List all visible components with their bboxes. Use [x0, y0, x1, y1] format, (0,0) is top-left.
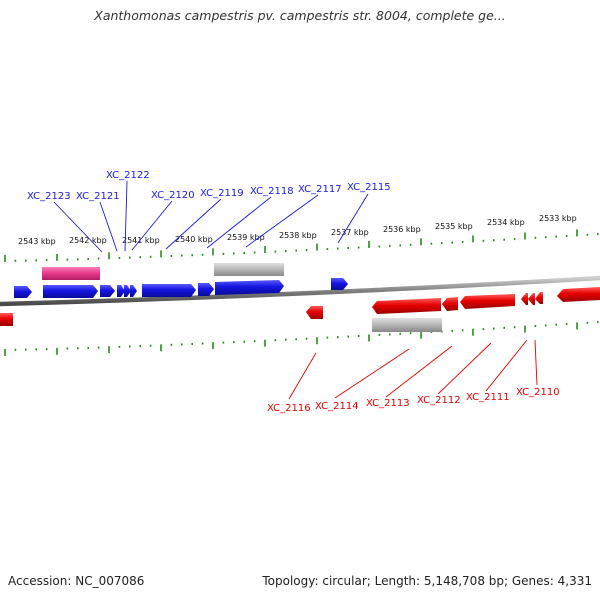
leader-line — [385, 345, 453, 398]
reverse-genes — [0, 287, 600, 326]
leader-line — [334, 348, 410, 399]
leader-line — [131, 200, 173, 251]
forward-gene[interactable] — [130, 285, 137, 297]
forward-genes — [14, 278, 348, 298]
gene-label-xc-2116[interactable]: XC_2116 — [267, 403, 311, 414]
gene-label-xc-2111[interactable]: XC_2111 — [466, 392, 510, 403]
lower-scale-ticks — [4, 321, 599, 356]
leader-line — [337, 193, 369, 244]
scale-label: 2533 kbp — [539, 214, 577, 223]
gene-label-xc-2122[interactable]: XC_2122 — [106, 170, 150, 181]
reverse-gene[interactable] — [535, 292, 543, 304]
leader-line — [165, 198, 222, 250]
gene-label-xc-2123[interactable]: XC_2123 — [27, 191, 71, 202]
forward-gene[interactable] — [100, 285, 115, 297]
leader-line — [99, 201, 118, 252]
gene-label-xc-2120[interactable]: XC_2120 — [151, 190, 195, 201]
reverse-leader-lines — [288, 339, 538, 400]
scale-label: 2540 kbp — [175, 235, 213, 244]
genome-backbone — [0, 275, 600, 307]
forward-leader-lines — [53, 180, 369, 253]
scale-labels: 2543 kbp 2542 kbp 2541 kbp 2540 kbp 2539… — [18, 214, 577, 246]
reverse-gene[interactable] — [528, 293, 535, 305]
reverse-gene[interactable] — [372, 298, 441, 314]
upper-scale-ticks — [4, 229, 599, 262]
gene-label-xc-2113[interactable]: XC_2113 — [366, 398, 410, 409]
scale-label: 2541 kbp — [122, 236, 160, 245]
gene-label-xc-2118[interactable]: XC_2118 — [250, 186, 294, 197]
forward-gene[interactable] — [14, 286, 32, 298]
reverse-gene[interactable] — [0, 313, 13, 326]
reverse-gene[interactable] — [460, 294, 515, 309]
leader-line — [124, 180, 128, 252]
reverse-gene[interactable] — [557, 287, 600, 302]
accession-label: Accession: NC_007086 — [8, 574, 145, 588]
scale-label: 2539 kbp — [227, 233, 265, 242]
reverse-gene[interactable] — [521, 293, 528, 305]
leader-line — [437, 342, 492, 395]
forward-gene[interactable] — [117, 285, 125, 297]
leader-line — [53, 201, 103, 253]
gene-label-xc-2114[interactable]: XC_2114 — [315, 401, 359, 412]
leader-line — [245, 194, 319, 248]
leader-line — [288, 352, 317, 400]
forward-gene[interactable] — [124, 285, 131, 297]
forward-gene[interactable] — [198, 283, 214, 296]
forward-gene-labels: XC_2123 XC_2121 XC_2122 XC_2120 XC_2119 … — [27, 170, 391, 202]
reverse-gene[interactable] — [306, 306, 323, 319]
forward-gene[interactable] — [142, 284, 196, 297]
scale-label: 2538 kbp — [279, 231, 317, 240]
genome-title: Xanthomonas campestris pv. campestris st… — [94, 8, 506, 23]
forward-gene[interactable] — [43, 285, 98, 298]
scale-label: 2534 kbp — [487, 218, 525, 227]
leader-line — [206, 196, 272, 249]
pink-feature[interactable] — [42, 267, 100, 280]
forward-gene[interactable] — [331, 278, 348, 290]
gene-label-xc-2115[interactable]: XC_2115 — [347, 182, 391, 193]
leader-line — [485, 339, 528, 392]
reverse-gene-labels: XC_2116 XC_2114 XC_2113 XC_2112 XC_2111 … — [267, 387, 560, 414]
topology-label: Topology: circular; Length: 5,148,708 bp… — [262, 574, 592, 588]
scale-label: 2537 kbp — [331, 228, 369, 237]
scale-label: 2543 kbp — [18, 237, 56, 246]
leader-line — [534, 339, 538, 386]
scale-label: 2542 kbp — [69, 236, 107, 245]
scale-label: 2535 kbp — [435, 222, 473, 231]
reverse-gene[interactable] — [442, 297, 458, 311]
forward-gene[interactable] — [215, 280, 284, 295]
gene-label-xc-2121[interactable]: XC_2121 — [76, 191, 120, 202]
gene-label-xc-2110[interactable]: XC_2110 — [516, 387, 560, 398]
gray-feature-upper[interactable] — [214, 263, 284, 276]
gene-label-xc-2119[interactable]: XC_2119 — [200, 188, 244, 199]
gene-label-xc-2117[interactable]: XC_2117 — [298, 184, 342, 195]
gene-label-xc-2112[interactable]: XC_2112 — [417, 395, 461, 406]
gray-feature-lower[interactable] — [372, 318, 442, 332]
scale-label: 2536 kbp — [383, 225, 421, 234]
